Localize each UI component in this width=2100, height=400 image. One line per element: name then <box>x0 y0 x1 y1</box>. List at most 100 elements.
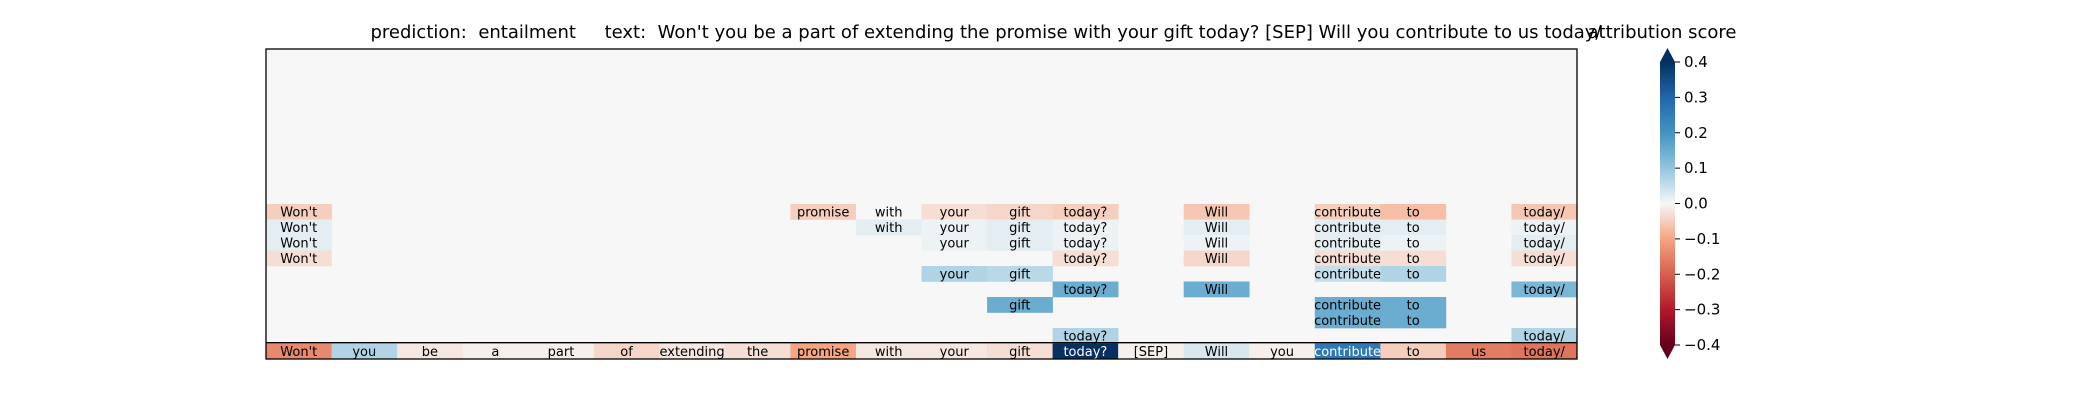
heatmap-cell <box>987 297 1053 313</box>
heatmap-cell-label: to <box>1407 298 1420 313</box>
heatmap-cell-label: contribute <box>1314 205 1381 220</box>
heatmap-cell <box>921 235 988 251</box>
heatmap-cell <box>1052 328 1119 344</box>
heatmap-cell <box>921 266 988 282</box>
heatmap-cell <box>1380 343 1447 360</box>
colorbar-tick-label: 0.3 <box>1684 88 1708 106</box>
heatmap-cell-label: today/ <box>1524 345 1566 360</box>
heatmap-cell <box>1249 343 1316 360</box>
heatmap-cell-label: to <box>1407 314 1420 329</box>
heatmap-cell <box>1183 281 1250 298</box>
heatmap-cell <box>1183 219 1250 236</box>
heatmap-cell-label: gift <box>1009 298 1030 313</box>
heatmap-cell <box>1314 250 1381 267</box>
heatmap-cell <box>1380 235 1447 251</box>
text-label: text: <box>604 22 647 43</box>
chart-title: prediction: entailment text: Won't you b… <box>0 22 1972 43</box>
heatmap-cell-label: Will <box>1205 283 1228 298</box>
heatmap-cell <box>855 204 922 220</box>
heatmap-cell-label: today? <box>1063 283 1107 298</box>
heatmap-cell <box>593 343 660 360</box>
heatmap-cell <box>921 219 988 236</box>
heatmap-cell-label: of <box>620 345 633 360</box>
heatmap-cell-label: today? <box>1063 205 1107 220</box>
heatmap-cell <box>266 204 332 220</box>
text-value: Won't you be a part of extending the pro… <box>657 22 1602 43</box>
heatmap-cell-label: today/ <box>1524 221 1566 236</box>
heatmap-cell-label: gift <box>1009 205 1030 220</box>
heatmap-cell <box>1314 297 1381 313</box>
heatmap-cell <box>462 343 529 360</box>
heatmap-cell <box>1380 266 1447 282</box>
heatmap-cell <box>1511 343 1578 360</box>
colorbar: 0.4 0.3 0.2 0.1 0.0 −0.1 −0.2 −0.3 −0.4 <box>1660 48 1720 359</box>
heatmap-cell <box>987 219 1053 236</box>
heatmap-cell <box>1380 312 1447 329</box>
heatmap-cell <box>1380 250 1447 267</box>
heatmap-cell <box>1445 343 1512 360</box>
heatmap-cell <box>1183 250 1250 267</box>
heatmap-cell-label: Won't <box>280 345 317 360</box>
colorbar-title: attribution score <box>1587 22 1737 43</box>
heatmap-cell-label: today/ <box>1524 252 1566 267</box>
colorbar-tick-label: 0.0 <box>1684 195 1708 213</box>
heatmap-cell <box>1183 235 1250 251</box>
heatmap-cell-label: Will <box>1205 252 1228 267</box>
heatmap-cell-label: today/ <box>1524 329 1566 344</box>
colorbar-tick-label: −0.1 <box>1684 230 1720 248</box>
heatmap-cell <box>397 343 463 360</box>
heatmap-cell <box>987 343 1053 360</box>
heatmap-cell-label: today? <box>1063 345 1107 360</box>
heatmap-cell-label: contribute <box>1314 267 1381 282</box>
heatmap-cell-label: contribute <box>1314 221 1381 236</box>
heatmap-cell <box>266 219 332 236</box>
heatmap-cell <box>987 204 1053 220</box>
heatmap-cells: Won't promise with your gift today? Will contri… <box>266 204 1578 360</box>
heatmap-cell-label: contribute <box>1314 252 1381 267</box>
colorbar-tick-label: 0.1 <box>1684 159 1708 177</box>
heatmap-cell <box>1511 235 1578 251</box>
heatmap-cell-label: today/ <box>1524 236 1566 251</box>
heatmap-cell <box>1380 204 1447 220</box>
heatmap-cell-label: to <box>1407 252 1420 267</box>
colorbar-tick-label: 0.4 <box>1684 53 1708 71</box>
heatmap-cell <box>659 343 726 360</box>
colorbar-tick-label: −0.2 <box>1684 265 1720 283</box>
heatmap-cell-label: contribute <box>1314 314 1381 329</box>
heatmap-cell-label: with <box>875 345 903 360</box>
heatmap-cell-label: contribute <box>1314 345 1381 360</box>
heatmap-cell-label: promise <box>797 205 849 220</box>
heatmap-cell-label: contribute <box>1314 298 1381 313</box>
heatmap-cell-label: to <box>1407 267 1420 282</box>
heatmap-cell <box>987 266 1053 282</box>
heatmap-cell <box>1314 266 1381 282</box>
heatmap-cell-label: the <box>747 345 768 360</box>
heatmap-cell <box>921 343 988 360</box>
heatmap-cell <box>790 204 857 220</box>
colorbar-gradient <box>1660 62 1675 345</box>
heatmap-cell-label: Will <box>1205 236 1228 251</box>
heatmap-cell <box>1314 312 1381 329</box>
heatmap-cell-label: be <box>422 345 438 360</box>
heatmap-cell <box>855 219 922 236</box>
heatmap-cell-label: promise <box>797 345 849 360</box>
heatmap-cell <box>1052 204 1119 220</box>
heatmap-cell-label: with <box>875 205 903 220</box>
heatmap-cell-label: Will <box>1205 221 1228 236</box>
heatmap-cell-label: you <box>352 345 376 360</box>
heatmap-cell-label: your <box>940 205 970 220</box>
heatmap-cell <box>1118 343 1184 360</box>
heatmap-cell <box>1511 281 1578 298</box>
colorbar-max-arrow <box>1660 48 1675 62</box>
heatmap-cell-label: today? <box>1063 236 1107 251</box>
heatmap-cell <box>921 204 988 220</box>
heatmap-cell-label: Will <box>1205 205 1228 220</box>
heatmap-cell-label: your <box>940 236 970 251</box>
heatmap-cell-label: Won't <box>280 221 317 236</box>
heatmap-cell <box>724 343 791 360</box>
heatmap-cell <box>331 343 398 360</box>
heatmap-cell <box>1314 204 1381 220</box>
heatmap-cell <box>528 343 595 360</box>
plot-frame <box>265 48 1578 360</box>
